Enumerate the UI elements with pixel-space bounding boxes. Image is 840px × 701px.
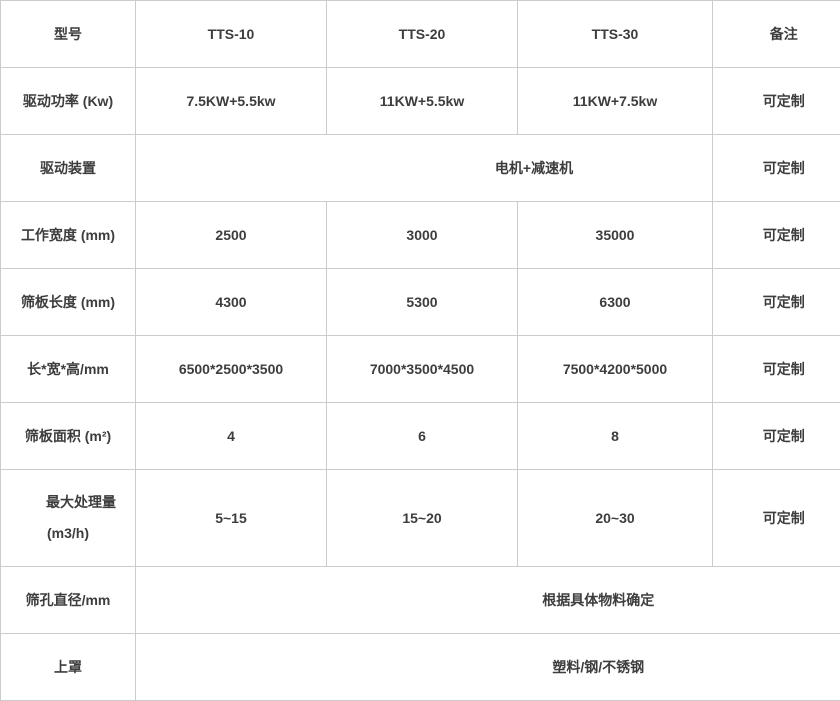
header-row: 型号 TTS-10 TTS-20 TTS-30 备注 [0,0,840,68]
spec-value-cell: 8 [517,402,713,470]
header-tts-20-cell: TTS-20 [326,0,518,68]
spec-value-cell: 7.5KW+5.5kw [135,67,327,135]
row-upper-cover: 上罩 塑料/钢/不锈钢 [0,633,840,701]
spec-value-cell: 6300 [517,268,713,336]
remark-cell: 可定制 [712,201,840,269]
spec-value-cell: 20~30 [517,469,713,567]
spec-label-line-2: (m3/h) [47,525,89,541]
spec-value-cell: 6 [326,402,518,470]
spec-value-cell: 35000 [517,201,713,269]
spec-label-cell: 上罩 [0,633,136,701]
spec-value-cell: 5~15 [135,469,327,567]
row-drive-device: 驱动装置 电机+减速机 可定制 [0,134,840,202]
row-hole-diameter: 筛孔直径/mm 根据具体物料确定 [0,566,840,634]
row-working-width: 工作宽度 (mm) 2500 3000 35000 可定制 [0,201,840,269]
spec-value-cell: 5300 [326,268,518,336]
spec-value-cell: 11KW+7.5kw [517,67,713,135]
spec-label-cell: 长*宽*高/mm [0,335,136,403]
remark-cell: 可定制 [712,134,840,202]
merged-value-cell: 根据具体物料确定 [135,566,840,634]
spec-label-cell: 筛板面积 (m²) [0,402,136,470]
spec-label-line-1: 最大处理量 [46,494,116,510]
merged-value-cell: 塑料/钢/不锈钢 [135,633,840,701]
remark-cell: 可定制 [712,469,840,567]
row-dimensions: 长*宽*高/mm 6500*2500*3500 7000*3500*4500 7… [0,335,840,403]
row-drive-power: 驱动功率 (Kw) 7.5KW+5.5kw 11KW+5.5kw 11KW+7.… [0,67,840,135]
remark-cell: 可定制 [712,268,840,336]
spec-label-cell: 最大处理量 (m3/h) [0,469,136,567]
spec-label-cell: 筛孔直径/mm [0,566,136,634]
spec-value-cell: 2500 [135,201,327,269]
spec-label-cell: 驱动功率 (Kw) [0,67,136,135]
header-model-cell: 型号 [0,0,136,68]
spec-value-cell: 3000 [326,201,518,269]
header-tts-30-cell: TTS-30 [517,0,713,68]
spec-value-cell: 7000*3500*4500 [326,335,518,403]
spec-label-cell: 筛板长度 (mm) [0,268,136,336]
header-remark-cell: 备注 [712,0,840,68]
spec-value-cell: 11KW+5.5kw [326,67,518,135]
spec-value-cell: 4300 [135,268,327,336]
spec-value-cell: 6500*2500*3500 [135,335,327,403]
row-screen-length: 筛板长度 (mm) 4300 5300 6300 可定制 [0,268,840,336]
spec-value-cell: 4 [135,402,327,470]
row-screen-area: 筛板面积 (m²) 4 6 8 可定制 [0,402,840,470]
spec-label-cell: 工作宽度 (mm) [0,201,136,269]
remark-cell: 可定制 [712,67,840,135]
spec-label-cell: 驱动装置 [0,134,136,202]
spec-value-cell: 7500*4200*5000 [517,335,713,403]
remark-cell: 可定制 [712,402,840,470]
row-max-capacity: 最大处理量 (m3/h) 5~15 15~20 20~30 可定制 [0,469,840,567]
remark-cell: 可定制 [712,335,840,403]
merged-value-cell: 电机+减速机 [135,134,713,202]
spec-value-cell: 15~20 [326,469,518,567]
header-tts-10-cell: TTS-10 [135,0,327,68]
